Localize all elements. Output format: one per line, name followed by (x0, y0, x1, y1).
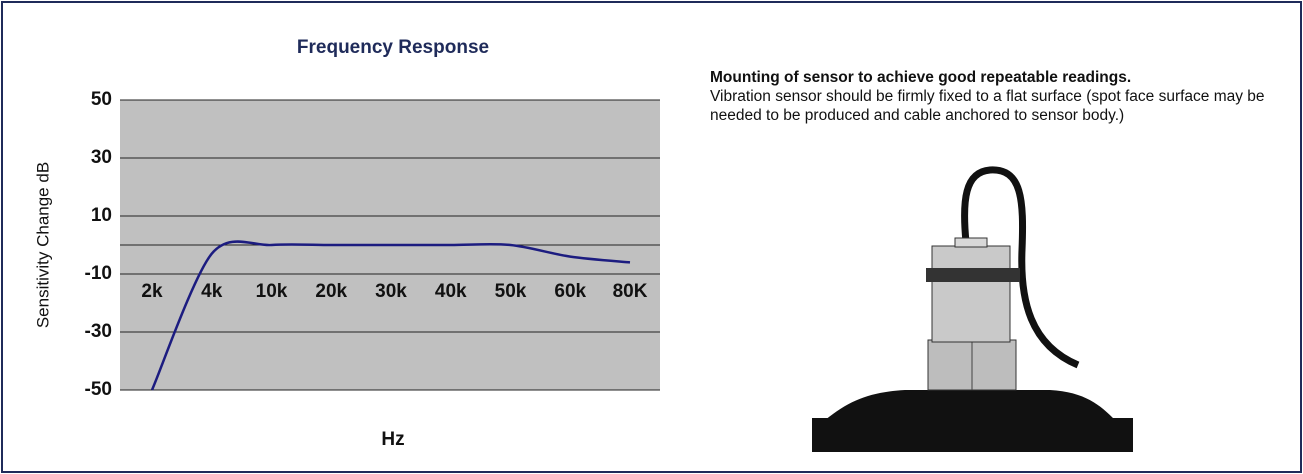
note-body: Vibration sensor should be firmly fixed … (710, 87, 1270, 125)
y-tick-label: -50 (85, 379, 112, 400)
y-tick-label: -30 (85, 321, 112, 342)
x-tick-label: 50k (495, 281, 527, 302)
sensor-illustration (812, 170, 1133, 452)
x-axis-label: Hz (381, 429, 404, 450)
y-tick-label: 30 (91, 147, 112, 168)
x-tick-label: 10k (256, 281, 288, 302)
y-tick-label: 50 (91, 89, 112, 110)
chart-title: Frequency Response (297, 37, 489, 58)
note-heading: Mounting of sensor to achieve good repea… (710, 68, 1270, 87)
x-tick-label: 40k (435, 281, 467, 302)
page: {"chart_data": {"type": "line", "title":… (0, 0, 1303, 474)
x-tick-label: 30k (375, 281, 407, 302)
x-tick-label: 2k (141, 281, 163, 302)
x-tick-label: 80K (613, 281, 648, 302)
x-tick-label: 4k (201, 281, 223, 302)
note: Mounting of sensor to achieve good repea… (710, 68, 1270, 125)
x-tick-label: 20k (315, 281, 347, 302)
x-tick-label: 60k (554, 281, 586, 302)
y-axis-label: Sensitivity Change dB (33, 162, 52, 328)
y-tick-label: -10 (85, 263, 112, 284)
y-tick-label: 10 (91, 205, 112, 226)
